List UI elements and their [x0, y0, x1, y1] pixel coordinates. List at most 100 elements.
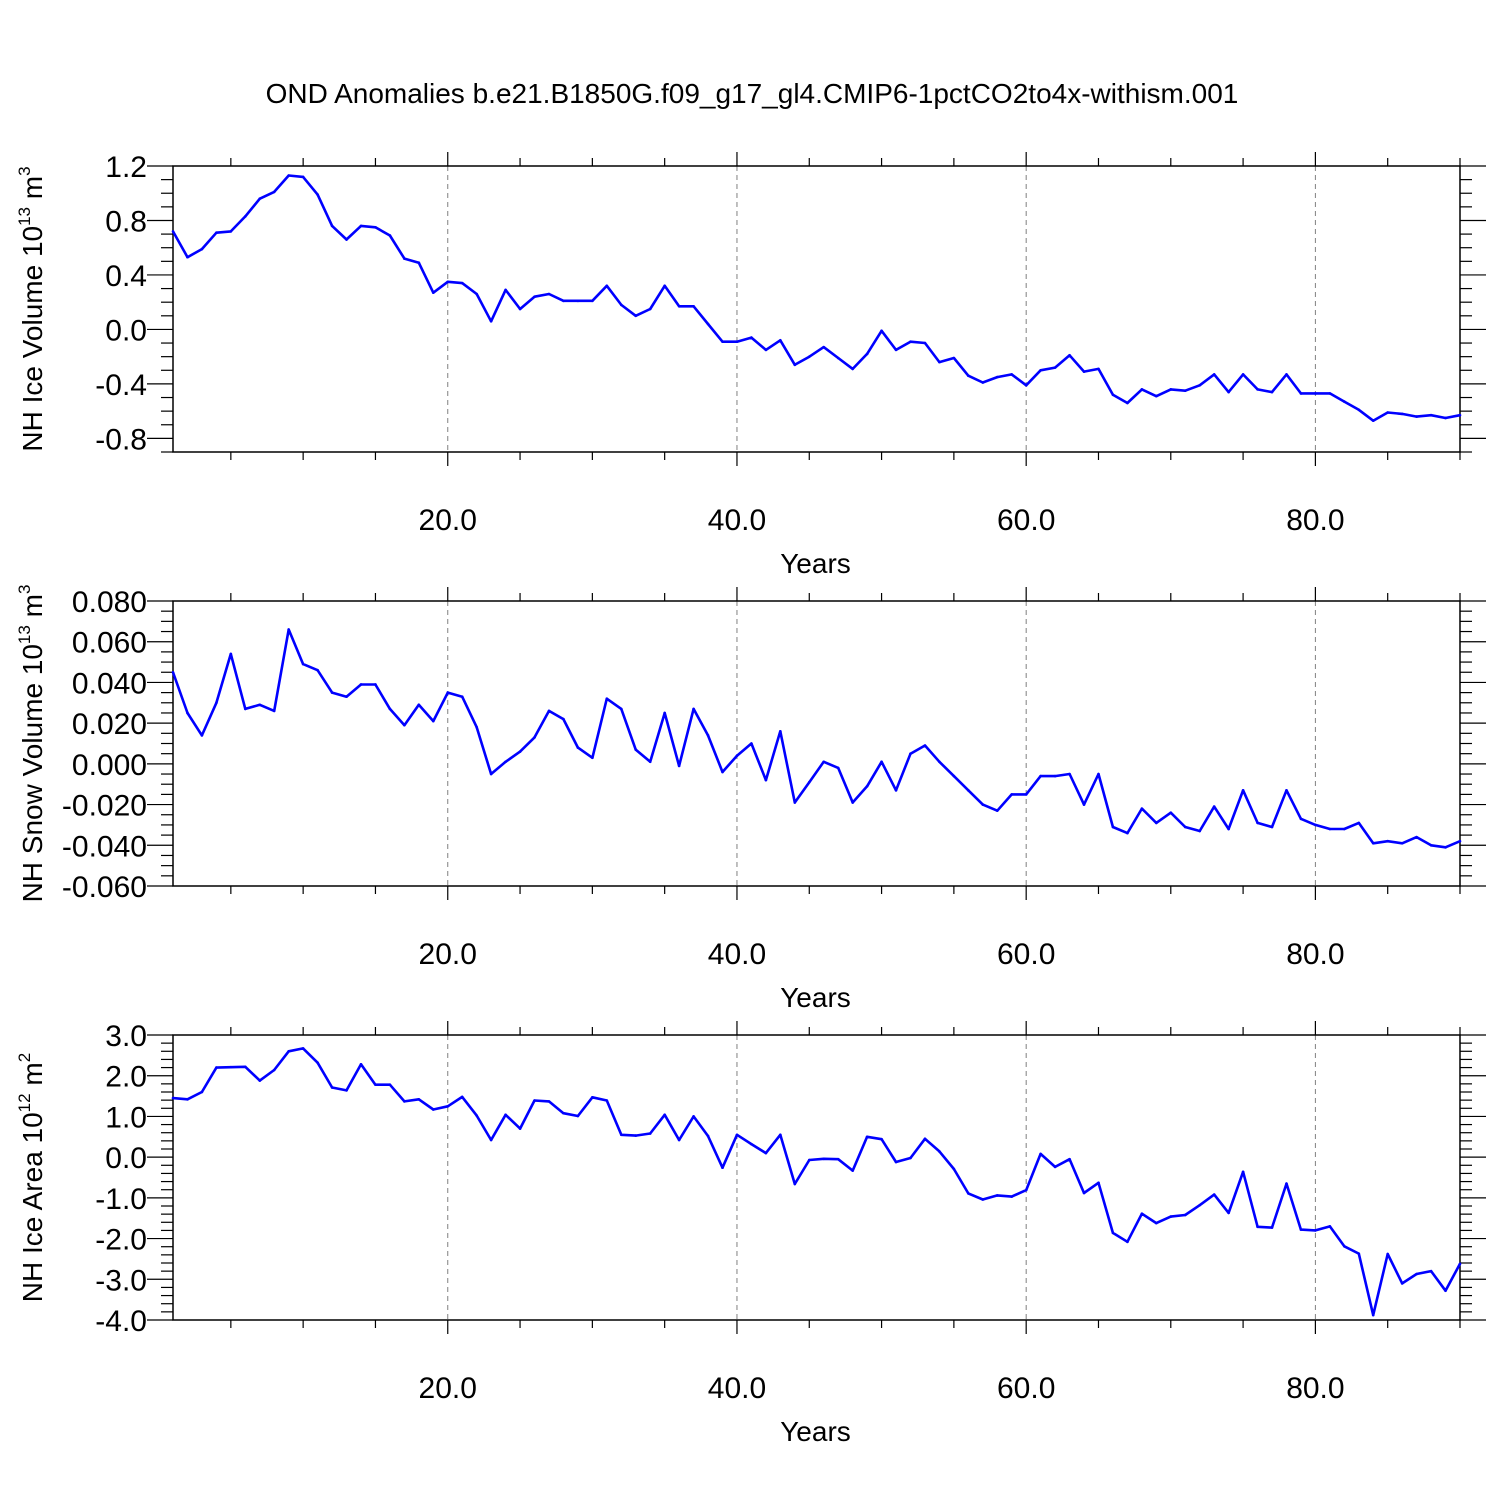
data-point: [1126, 1240, 1129, 1244]
data-point: [1097, 772, 1100, 776]
data-point: [504, 1113, 507, 1117]
data-point: [1429, 1269, 1433, 1273]
data-point: [475, 725, 478, 729]
y-tick-label: -0.040: [62, 830, 147, 863]
data-point: [403, 1100, 406, 1103]
data-point: [171, 670, 175, 674]
data-point: [186, 711, 189, 715]
y-tick-label: 0.060: [72, 627, 147, 660]
y-axis-label-text: NH Ice Volume 10: [17, 226, 48, 452]
data-point: [1198, 1203, 1202, 1207]
data-point: [403, 723, 406, 727]
data-point: [576, 1114, 580, 1118]
data-point: [822, 1157, 826, 1161]
data-point: [504, 288, 507, 292]
series-line: [172, 1047, 1462, 1317]
y-tick-label: 1.0: [105, 1101, 147, 1134]
data-point: [605, 284, 609, 288]
data-point: [287, 174, 290, 177]
data-point: [706, 1134, 710, 1138]
data-point: [735, 1133, 739, 1137]
data-point: [1270, 825, 1274, 829]
x-tick-label: 20.0: [419, 504, 477, 537]
y-axis-label: NH Ice Area 1012 m2: [15, 1053, 48, 1302]
data-point: [706, 734, 710, 737]
data-point: [807, 1158, 811, 1162]
data-point: [330, 1086, 334, 1089]
data-point: [301, 175, 305, 179]
data-point: [1285, 1182, 1288, 1185]
data-point: [952, 1167, 956, 1171]
data-point: [489, 772, 493, 776]
data-point: [1458, 1262, 1462, 1266]
y-tick-label: 0.020: [72, 708, 147, 741]
data-point: [634, 314, 638, 318]
data-point: [301, 662, 305, 666]
data-point: [316, 193, 319, 196]
data-point: [1270, 390, 1274, 394]
data-point: [793, 1182, 797, 1186]
data-point: [446, 280, 450, 284]
y-tick-label: 0.040: [72, 667, 147, 700]
data-point: [663, 1113, 666, 1117]
data-point: [272, 1068, 276, 1072]
data-point: [258, 197, 262, 200]
y-tick-label: 0.0: [105, 1142, 147, 1175]
data-point: [374, 225, 377, 229]
data-point: [475, 1114, 478, 1117]
y-axis-label-superscript: 2: [15, 1053, 34, 1062]
y-axis-label-superscript: 12: [15, 1093, 34, 1112]
data-point: [634, 748, 638, 751]
data-point: [258, 703, 262, 707]
data-point: [1183, 389, 1187, 393]
data-point: [779, 339, 782, 342]
data-point: [186, 255, 189, 259]
data-point: [1227, 390, 1230, 394]
data-point: [489, 1138, 493, 1142]
data-point: [403, 257, 406, 260]
data-point: [345, 695, 348, 698]
data-point: [1343, 827, 1346, 831]
data-point: [345, 238, 348, 241]
y-tick-label: -0.4: [95, 369, 147, 402]
y-tick-label: -0.060: [62, 871, 147, 904]
panel-2: 20.0 40.0 60.0 80.0 Years 0.080 0.060 0.040 0.02…: [15, 585, 1486, 1013]
data-point: [244, 1065, 247, 1069]
data-point: [1082, 1191, 1086, 1195]
x-tick-label: 20.0: [419, 938, 477, 971]
data-point: [562, 1111, 565, 1115]
data-point: [967, 789, 970, 792]
y-tick-label: -0.8: [95, 423, 147, 456]
data-point: [1299, 817, 1303, 821]
data-point: [1299, 1228, 1303, 1231]
y-tick-label: 0.8: [105, 205, 147, 238]
y-tick-label: 0.080: [72, 586, 147, 619]
data-point: [822, 760, 826, 764]
data-point: [851, 801, 854, 804]
data-point: [200, 734, 204, 737]
data-point: [1343, 1245, 1346, 1248]
data-point: [591, 756, 594, 760]
data-point: [1241, 1170, 1245, 1174]
data-point: [431, 291, 435, 294]
data-point: [1068, 1157, 1071, 1161]
data-point: [287, 1049, 290, 1053]
data-point: [316, 1061, 319, 1064]
y-axis-label-superscript: 3: [15, 585, 34, 594]
data-point: [562, 299, 565, 303]
data-point: [229, 652, 233, 656]
data-point: [1155, 821, 1158, 825]
data-point: [836, 766, 840, 770]
data-point: [171, 1096, 175, 1100]
data-point: [880, 760, 883, 764]
data-point: [1444, 1289, 1447, 1292]
data-point: [634, 1134, 638, 1137]
y-tick-label: 0.4: [105, 260, 147, 293]
data-point: [1328, 1225, 1332, 1228]
data-point: [1241, 373, 1245, 376]
data-point: [909, 1156, 912, 1160]
data-point: [735, 754, 739, 758]
data-point: [1024, 793, 1028, 796]
data-point: [1053, 774, 1057, 778]
x-tick-label: 40.0: [708, 1372, 766, 1405]
